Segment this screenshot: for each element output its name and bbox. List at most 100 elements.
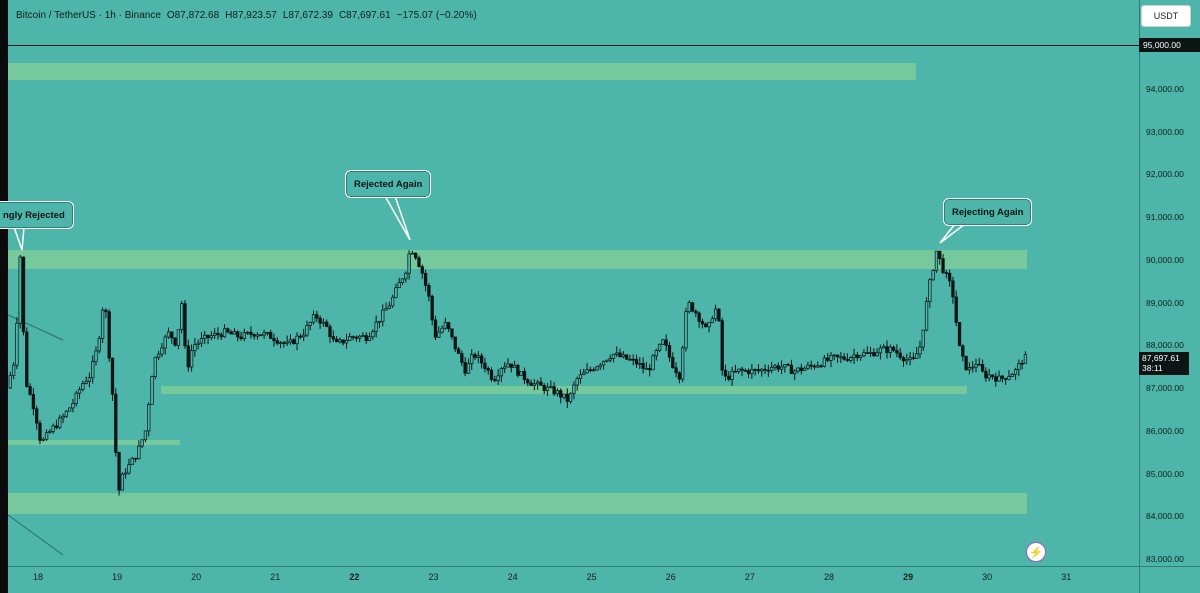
- candle[interactable]: [710, 315, 714, 324]
- candle[interactable]: [657, 343, 662, 353]
- candle[interactable]: [786, 363, 790, 367]
- candle[interactable]: [44, 429, 49, 441]
- candle[interactable]: [743, 368, 747, 372]
- candle[interactable]: [127, 458, 131, 475]
- candle[interactable]: [760, 368, 764, 377]
- candle[interactable]: [891, 345, 896, 352]
- candle[interactable]: [918, 340, 922, 359]
- candle[interactable]: [575, 376, 579, 391]
- candle[interactable]: [717, 307, 721, 322]
- candle[interactable]: [684, 307, 688, 352]
- zone-4[interactable]: [8, 492, 1027, 515]
- candle[interactable]: [947, 269, 952, 287]
- candle[interactable]: [713, 304, 718, 322]
- price-axis[interactable]: 94,000.00 93,000.00 92,000.00 91,000.00 90,0…: [1139, 0, 1200, 566]
- candle[interactable]: [54, 419, 59, 430]
- candle[interactable]: [91, 355, 95, 384]
- candle[interactable]: [166, 327, 171, 339]
- candle[interactable]: [875, 348, 879, 357]
- candle[interactable]: [358, 334, 362, 343]
- candle[interactable]: [117, 451, 121, 496]
- candle[interactable]: [990, 374, 995, 380]
- candle[interactable]: [463, 357, 467, 377]
- candle[interactable]: [865, 346, 869, 355]
- candle[interactable]: [770, 361, 774, 374]
- zone-1[interactable]: [8, 250, 1027, 270]
- candle[interactable]: [206, 334, 210, 345]
- candle[interactable]: [255, 332, 260, 340]
- candle[interactable]: [292, 338, 296, 345]
- candle[interactable]: [417, 255, 421, 268]
- candle[interactable]: [605, 359, 609, 363]
- candle[interactable]: [957, 322, 962, 347]
- candle[interactable]: [269, 329, 273, 339]
- candle[interactable]: [631, 354, 635, 366]
- candle[interactable]: [578, 369, 583, 384]
- candle[interactable]: [209, 331, 214, 341]
- candle[interactable]: [11, 362, 16, 380]
- candle[interactable]: [64, 410, 68, 418]
- candle[interactable]: [562, 393, 566, 400]
- candle[interactable]: [1020, 359, 1024, 370]
- candle[interactable]: [239, 331, 243, 341]
- candle[interactable]: [427, 282, 431, 302]
- candle[interactable]: [766, 364, 771, 377]
- candle[interactable]: [928, 278, 932, 308]
- candle[interactable]: [450, 328, 454, 340]
- candle[interactable]: [644, 361, 649, 370]
- zone-3[interactable]: [8, 440, 181, 445]
- zone-0[interactable]: [8, 63, 917, 81]
- candle[interactable]: [143, 430, 148, 443]
- candle[interactable]: [552, 382, 556, 396]
- candle[interactable]: [565, 388, 569, 409]
- candle[interactable]: [559, 388, 563, 404]
- candle[interactable]: [690, 301, 695, 313]
- candle[interactable]: [193, 337, 197, 357]
- candle[interactable]: [671, 352, 675, 369]
- candle[interactable]: [153, 356, 157, 380]
- candle[interactable]: [862, 349, 866, 358]
- candle[interactable]: [423, 269, 428, 292]
- candle[interactable]: [934, 250, 939, 273]
- candle[interactable]: [661, 338, 665, 346]
- candle[interactable]: [1010, 372, 1014, 377]
- candle[interactable]: [885, 340, 889, 359]
- candle[interactable]: [750, 364, 754, 379]
- candle[interactable]: [707, 321, 711, 333]
- candle[interactable]: [582, 368, 586, 376]
- candle[interactable]: [783, 363, 787, 373]
- candle[interactable]: [473, 352, 477, 361]
- candle[interactable]: [756, 364, 761, 374]
- candle[interactable]: [285, 335, 289, 346]
- candle[interactable]: [888, 344, 892, 359]
- candle[interactable]: [980, 359, 985, 373]
- candle[interactable]: [855, 352, 859, 362]
- candle[interactable]: [618, 348, 622, 358]
- callout-rejecting-again[interactable]: Rejecting Again: [943, 198, 1033, 226]
- candle[interactable]: [971, 361, 975, 373]
- candle[interactable]: [700, 318, 705, 329]
- candle[interactable]: [1004, 377, 1008, 385]
- candle[interactable]: [489, 367, 494, 383]
- candle[interactable]: [628, 354, 632, 361]
- candle[interactable]: [476, 351, 480, 364]
- candle[interactable]: [437, 326, 441, 338]
- candle[interactable]: [878, 344, 883, 360]
- candle[interactable]: [367, 332, 372, 342]
- candle[interactable]: [727, 371, 731, 382]
- candle[interactable]: [213, 327, 217, 340]
- candle[interactable]: [282, 341, 286, 348]
- candle[interactable]: [298, 333, 302, 340]
- candle[interactable]: [150, 375, 154, 405]
- candle[interactable]: [1023, 351, 1028, 364]
- candle[interactable]: [140, 439, 144, 449]
- candle[interactable]: [832, 354, 836, 361]
- candle[interactable]: [404, 271, 408, 283]
- candle[interactable]: [28, 383, 32, 396]
- candle[interactable]: [311, 310, 316, 325]
- candle[interactable]: [8, 371, 12, 389]
- candle[interactable]: [974, 358, 978, 373]
- candle[interactable]: [453, 336, 457, 352]
- candle[interactable]: [81, 380, 85, 392]
- candle[interactable]: [275, 337, 279, 346]
